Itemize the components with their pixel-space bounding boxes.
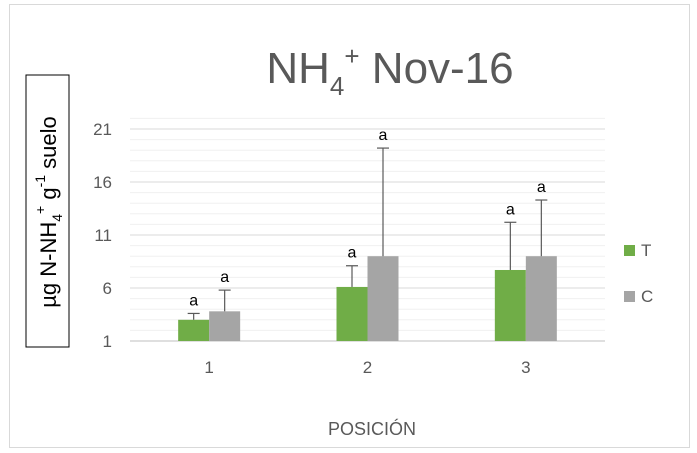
x-tick-labels: 1 2 3 — [204, 358, 530, 377]
y-tick-label: 6 — [103, 279, 112, 298]
significance-label: a — [537, 179, 546, 196]
legend-label-T: T — [641, 241, 651, 260]
x-axis-label: POSICIÓN — [328, 418, 416, 439]
bar-C-2 — [367, 256, 399, 341]
bar-C-1 — [209, 311, 241, 341]
legend: TC — [624, 241, 653, 306]
bar-T-1 — [178, 319, 210, 341]
x-tick-label: 3 — [521, 358, 530, 377]
significance-label: a — [348, 245, 357, 262]
significance-labels: a a a a a a — [189, 127, 546, 309]
significance-label: a — [220, 269, 229, 286]
legend-swatch-T — [624, 245, 635, 256]
y-tick-label: 1 — [103, 332, 112, 351]
y-tick-label: 21 — [93, 120, 112, 139]
error-bars — [187, 147, 548, 320]
legend-swatch-C — [624, 291, 635, 302]
bar-T-3 — [494, 269, 526, 341]
x-tick-label: 2 — [363, 358, 372, 377]
significance-label: a — [506, 201, 515, 218]
chart-frame — [9, 4, 690, 448]
y-tick-label: 11 — [94, 226, 112, 245]
bar-C-3 — [525, 256, 557, 341]
significance-label: a — [379, 127, 388, 144]
legend-label-C: C — [641, 287, 653, 306]
bars — [178, 256, 557, 341]
bar-T-2 — [336, 286, 368, 341]
ylabel-box — [25, 74, 70, 348]
y-axis-label: µg N-NH4+ g-1 suelo — [32, 116, 65, 308]
significance-label: a — [189, 292, 198, 309]
x-tick-label: 1 — [204, 358, 213, 377]
y-tick-label: 16 — [93, 173, 112, 192]
chart-title: NH4+ Nov-16 — [266, 41, 513, 101]
